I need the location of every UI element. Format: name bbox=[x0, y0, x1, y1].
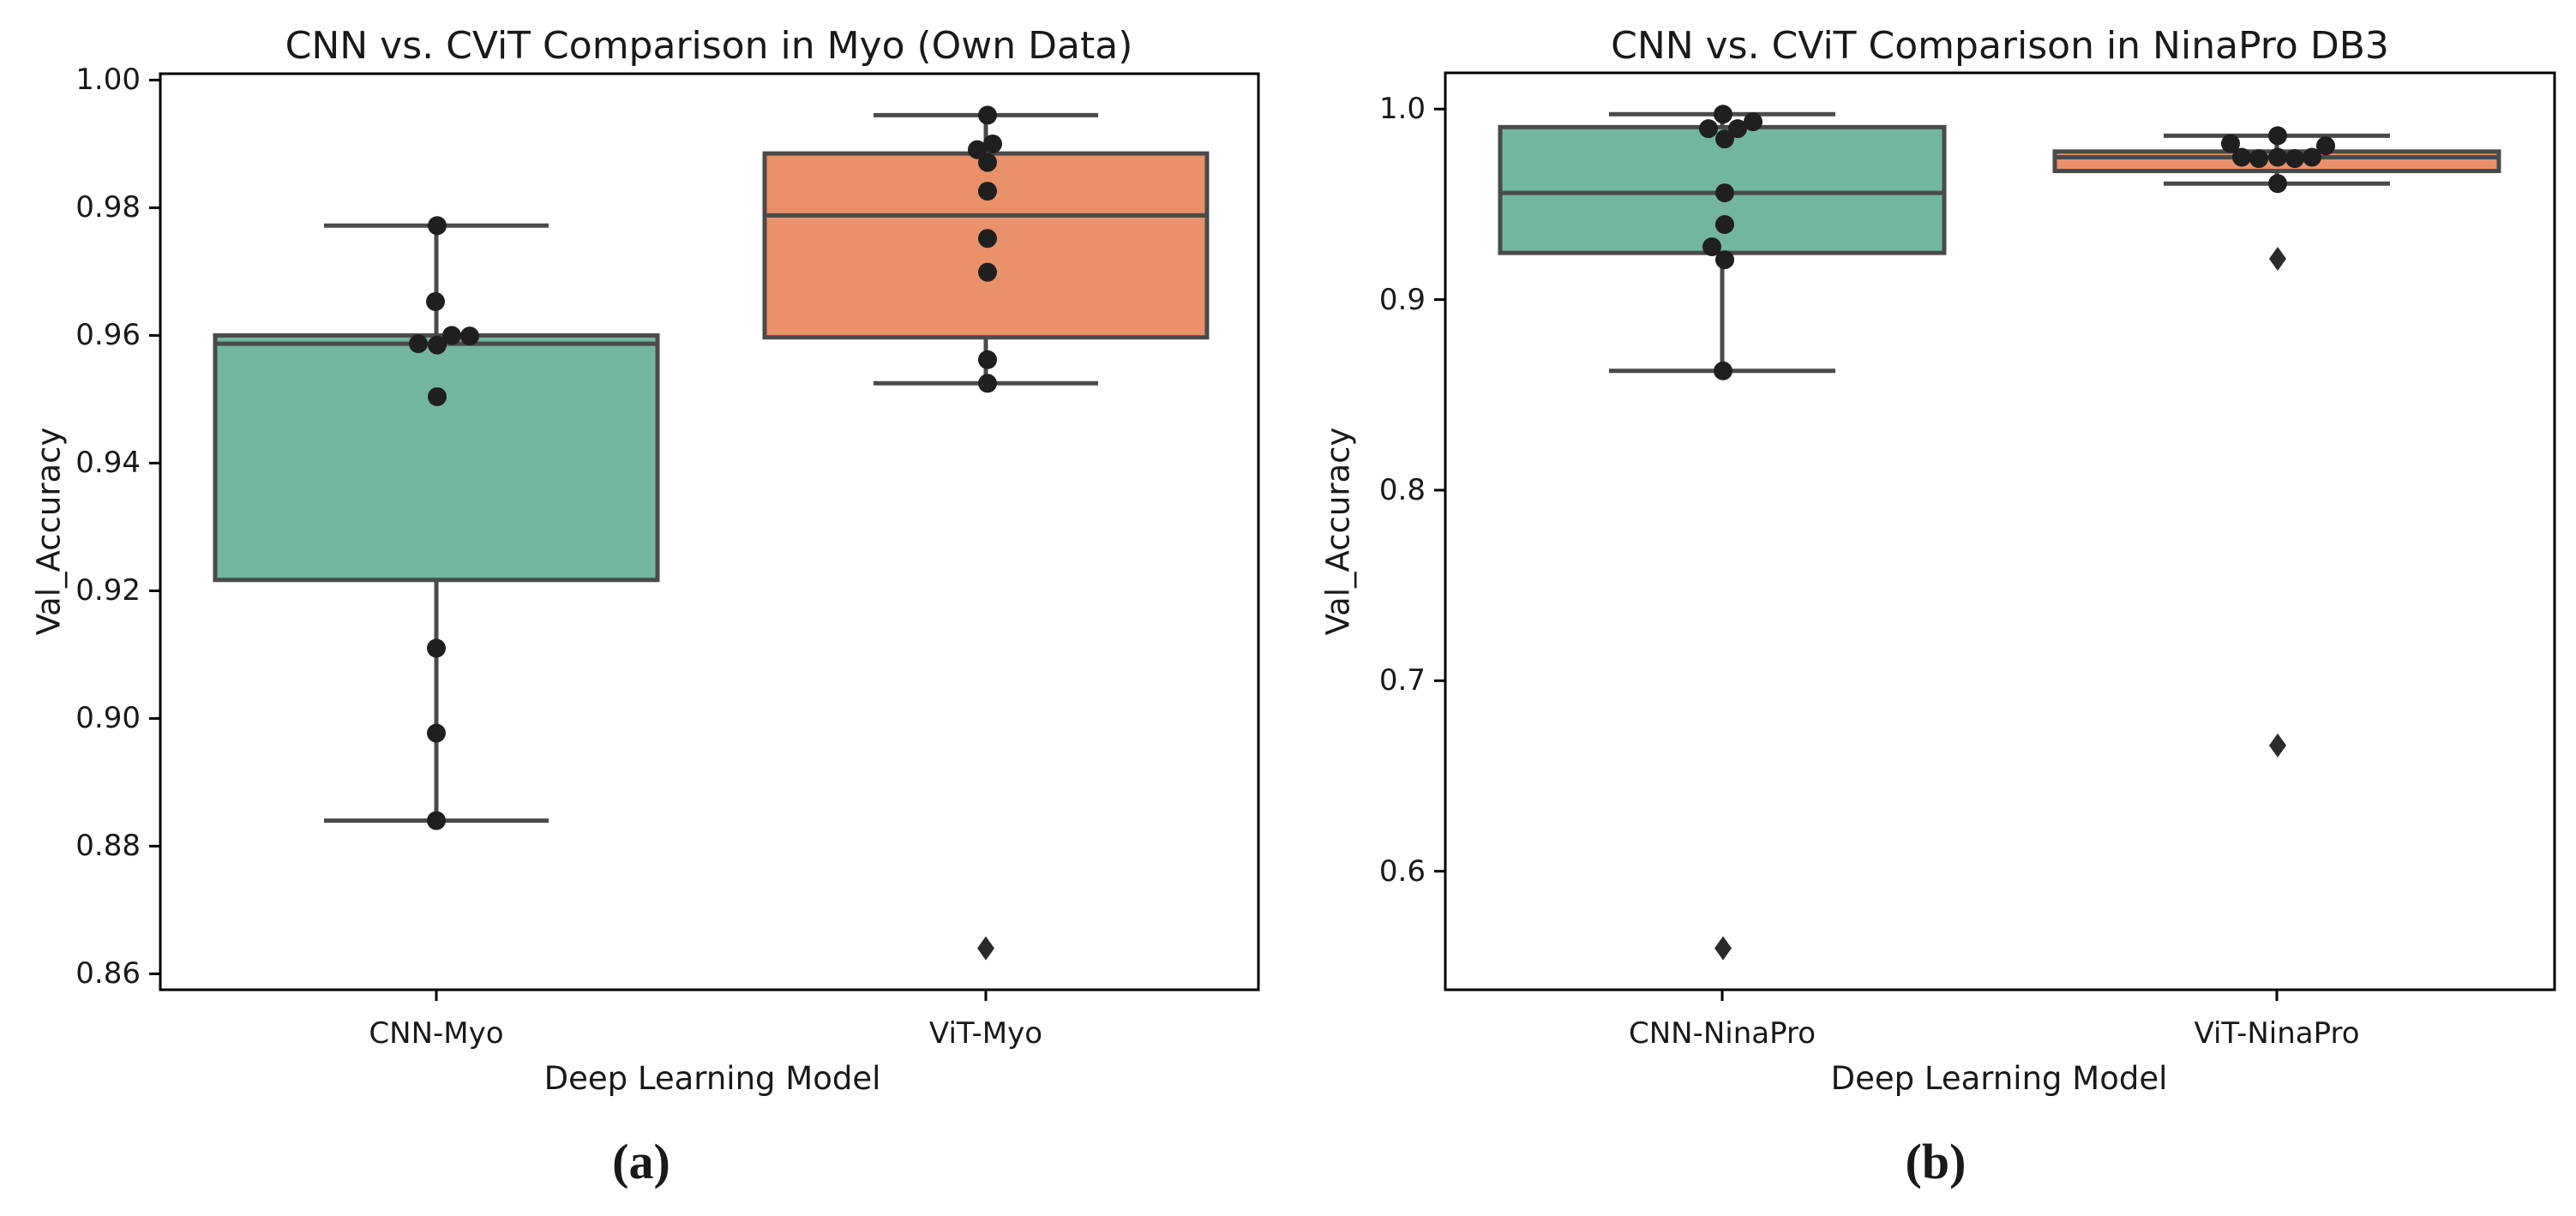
data-point-cnn-ninapro bbox=[1728, 119, 1747, 139]
data-point-cnn-myo bbox=[460, 326, 479, 346]
x-tick-label: ViT-Myo bbox=[928, 1016, 1043, 1051]
data-point-vit-ninapro bbox=[2303, 147, 2321, 167]
data-point-vit-ninapro bbox=[2232, 147, 2251, 167]
x-tick-label: CNN-Myo bbox=[369, 1016, 504, 1051]
panel-b-title: CNN vs. CViT Comparison in NinaPro DB3 bbox=[1611, 24, 2389, 68]
panel-a-xlabel: Deep Learning Model bbox=[543, 1060, 881, 1097]
data-point-cnn-myo bbox=[427, 638, 446, 658]
y-tick-label: 1.0 bbox=[1378, 92, 1426, 127]
data-point-vit-myo bbox=[968, 140, 987, 159]
data-point-cnn-myo bbox=[409, 334, 428, 354]
y-tick-label: 0.6 bbox=[1378, 854, 1426, 889]
data-point-vit-myo bbox=[978, 350, 997, 369]
y-tick-label: 0.9 bbox=[1378, 282, 1426, 317]
data-point-cnn-ninapro bbox=[1715, 129, 1734, 149]
data-point-cnn-myo bbox=[428, 386, 447, 406]
data-point-cnn-myo bbox=[427, 811, 446, 830]
y-tick-label: 0.88 bbox=[75, 829, 141, 864]
axes-frame-panel-b bbox=[1444, 71, 2556, 991]
panel-b-label: (b) bbox=[1905, 1134, 1967, 1189]
data-point-cnn-myo bbox=[427, 723, 446, 743]
data-point-vit-ninapro bbox=[2249, 149, 2268, 169]
data-point-cnn-ninapro bbox=[1714, 361, 1732, 380]
y-tick-label: 0.92 bbox=[75, 573, 141, 608]
y-tick-label: 0.86 bbox=[75, 956, 141, 991]
data-point-vit-myo bbox=[978, 105, 997, 125]
panel-b-xlabel: Deep Learning Model bbox=[1830, 1060, 2168, 1097]
data-point-vit-myo bbox=[978, 153, 997, 172]
data-point-vit-ninapro bbox=[2285, 149, 2304, 169]
data-point-vit-myo bbox=[978, 374, 997, 393]
outlier-diamond-vit-ninapro bbox=[2269, 247, 2286, 272]
box-cnn-myo bbox=[213, 332, 660, 583]
data-point-vit-myo bbox=[978, 229, 997, 249]
data-point-vit-ninapro bbox=[2221, 134, 2240, 153]
outlier-diamond-vit-myo bbox=[977, 936, 994, 961]
data-point-vit-myo bbox=[978, 262, 997, 282]
y-tick-label: 0.96 bbox=[75, 318, 141, 353]
y-tick-label: 0.94 bbox=[75, 446, 141, 481]
data-point-cnn-ninapro bbox=[1715, 214, 1734, 234]
data-point-cnn-myo bbox=[442, 326, 461, 345]
panel-a-label: (a) bbox=[612, 1134, 670, 1189]
y-tick-label: 0.8 bbox=[1378, 472, 1426, 507]
y-tick-label: 0.90 bbox=[75, 701, 141, 736]
data-point-cnn-ninapro bbox=[1714, 105, 1732, 124]
data-point-cnn-ninapro bbox=[1715, 250, 1734, 270]
data-point-vit-ninapro bbox=[2316, 136, 2335, 156]
panel-b-ylabel: Val_Accuracy bbox=[1319, 427, 1357, 636]
y-tick-label: 0.98 bbox=[75, 190, 141, 225]
data-point-vit-myo bbox=[983, 134, 1002, 153]
data-point-cnn-ninapro bbox=[1744, 112, 1762, 132]
data-point-cnn-ninapro bbox=[1699, 119, 1718, 139]
data-point-vit-myo bbox=[978, 182, 997, 201]
y-tick-label: 0.7 bbox=[1378, 663, 1426, 698]
panel-a-title: CNN vs. CViT Comparison in Myo (Own Data… bbox=[285, 24, 1133, 68]
data-point-cnn-ninapro bbox=[1702, 237, 1721, 257]
data-point-vit-ninapro bbox=[2268, 147, 2287, 167]
data-point-vit-ninapro bbox=[2268, 174, 2287, 194]
data-point-cnn-myo bbox=[428, 216, 447, 236]
data-point-vit-ninapro bbox=[2268, 126, 2287, 146]
data-point-cnn-myo bbox=[426, 291, 445, 311]
data-point-cnn-ninapro bbox=[1715, 183, 1734, 203]
outlier-diamond-cnn-ninapro bbox=[1714, 936, 1732, 961]
axes-frame-panel-a bbox=[159, 72, 1260, 991]
data-point-cnn-myo bbox=[428, 335, 447, 355]
x-tick-label: CNN-NinaPro bbox=[1628, 1016, 1816, 1051]
y-tick-label: 1.00 bbox=[75, 63, 141, 98]
x-tick-label: ViT-NinaPro bbox=[2194, 1016, 2360, 1051]
outlier-diamond-vit-ninapro bbox=[2269, 733, 2286, 758]
